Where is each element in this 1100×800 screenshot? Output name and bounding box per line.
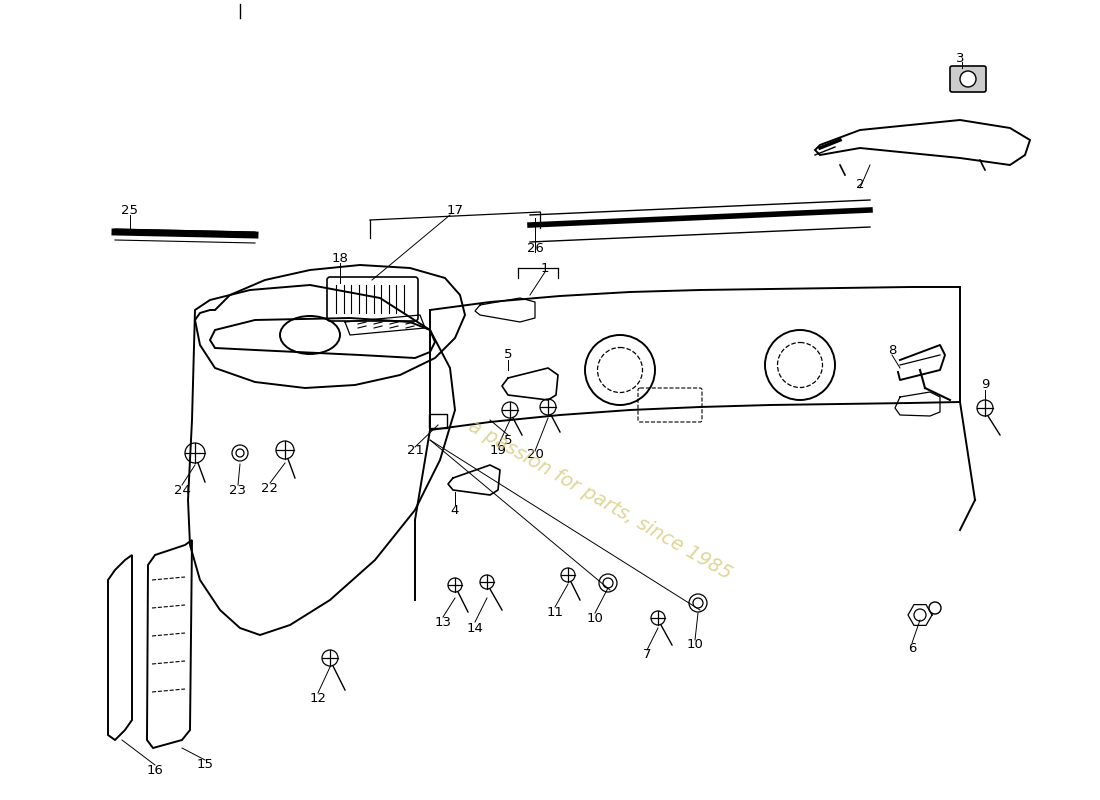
Text: 5: 5 bbox=[504, 349, 513, 362]
Text: 10: 10 bbox=[586, 611, 604, 625]
Text: 2: 2 bbox=[856, 178, 865, 191]
Text: 18: 18 bbox=[331, 251, 349, 265]
Text: 12: 12 bbox=[309, 691, 327, 705]
Text: 23: 23 bbox=[230, 483, 246, 497]
Text: 26: 26 bbox=[527, 242, 543, 254]
Text: 16: 16 bbox=[146, 763, 164, 777]
Text: 21: 21 bbox=[407, 443, 424, 457]
Text: 25: 25 bbox=[121, 203, 139, 217]
Text: 15: 15 bbox=[197, 758, 213, 771]
Text: 1: 1 bbox=[541, 262, 549, 274]
Text: a passion for parts, since 1985: a passion for parts, since 1985 bbox=[465, 417, 735, 583]
Text: 11: 11 bbox=[547, 606, 563, 618]
Text: 22: 22 bbox=[262, 482, 278, 494]
Text: 10: 10 bbox=[686, 638, 703, 651]
Text: 3: 3 bbox=[956, 51, 965, 65]
Text: 20: 20 bbox=[527, 449, 543, 462]
Text: 14: 14 bbox=[466, 622, 483, 634]
Text: 5: 5 bbox=[504, 434, 513, 446]
Text: 24: 24 bbox=[174, 483, 190, 497]
Text: 17: 17 bbox=[447, 203, 463, 217]
Text: 8: 8 bbox=[888, 343, 896, 357]
Text: 4: 4 bbox=[451, 503, 459, 517]
Text: 9: 9 bbox=[981, 378, 989, 391]
Text: 7: 7 bbox=[642, 649, 651, 662]
Text: 19: 19 bbox=[490, 443, 506, 457]
Text: 13: 13 bbox=[434, 615, 451, 629]
FancyBboxPatch shape bbox=[950, 66, 986, 92]
Circle shape bbox=[960, 71, 976, 87]
Text: 6: 6 bbox=[908, 642, 916, 654]
